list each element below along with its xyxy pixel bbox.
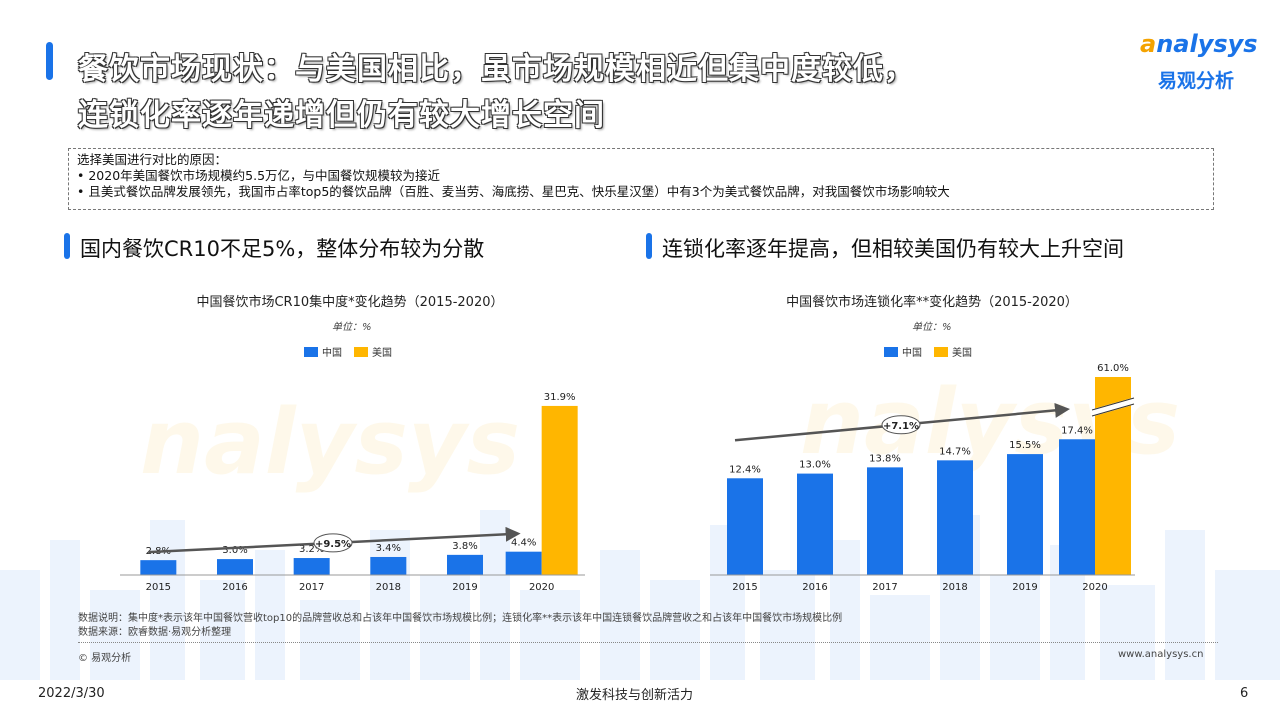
legend-swatch-usa	[354, 346, 368, 357]
data-label: 61.0%	[1097, 363, 1129, 374]
x-tick-label: 2018	[376, 582, 401, 593]
x-tick-label: 2015	[732, 582, 757, 593]
bar-china	[447, 554, 483, 575]
reason-item: • 且美式餐饮品牌发展领先，我国市占率top5的餐饮品牌（百胜、麦当劳、海底捞、…	[77, 184, 950, 199]
section-accent-bar	[64, 233, 70, 259]
data-label: 15.5%	[1009, 440, 1041, 451]
axis-break-line	[1091, 397, 1135, 411]
trend-label: +9.5%	[315, 539, 351, 550]
x-tick-label: 2019	[452, 582, 477, 593]
legend-swatch-china	[884, 346, 898, 357]
section-title-right: 连锁化率逐年提高，但相较美国仍有较大上升空间	[662, 237, 1124, 261]
chart-title-right: 中国餐饮市场连锁化率**变化趋势（2015-2020）	[786, 295, 1078, 310]
data-label: 3.0%	[222, 545, 247, 556]
trend-badge	[881, 415, 921, 435]
reason-box: 选择美国进行对比的原因： • 2020年美国餐饮市场规模约5.5万亿，与中国餐饮…	[68, 148, 1214, 210]
legend-left: 中国 美国	[304, 344, 392, 359]
page-number: 6	[1240, 686, 1249, 701]
data-label: 17.4%	[1061, 425, 1093, 436]
website-link[interactable]: www.analysys.cn	[1118, 649, 1204, 660]
x-tick-label: 2020	[1082, 582, 1107, 593]
trend-badge	[313, 533, 353, 553]
data-label: 3.8%	[452, 541, 477, 552]
bar-china	[140, 560, 177, 575]
bar-china	[370, 556, 407, 575]
data-label: 14.7%	[939, 446, 971, 457]
x-tick-label: 2017	[872, 582, 897, 593]
analysys-logo: analysys	[1140, 30, 1258, 58]
bar-china	[867, 467, 903, 575]
bar-china	[505, 551, 542, 575]
footer-divider	[78, 642, 1218, 643]
x-tick-label: 2015	[146, 582, 171, 593]
page-title-line1: 餐饮市场现状：与美国相比，虽市场规模相近但集中度较低，	[78, 52, 915, 87]
x-tick-label: 2019	[1012, 582, 1037, 593]
legend-swatch-china	[304, 346, 318, 357]
city-skyline-background	[0, 510, 1280, 680]
data-label: 12.4%	[729, 464, 761, 475]
reason-item: • 2020年美国餐饮市场规模约5.5万亿，与中国餐饮规模较为接近	[77, 168, 441, 183]
copyright: © 易观分析	[78, 653, 132, 664]
data-label: 3.4%	[376, 543, 401, 554]
legend-right: 中国 美国	[884, 344, 972, 359]
bar-china	[217, 559, 253, 575]
chart-title-left: 中国餐饮市场CR10集中度*变化趋势（2015-2020）	[196, 295, 504, 310]
x-tick-label: 2018	[942, 582, 967, 593]
analysys-logo-cn: 易观分析	[1158, 70, 1235, 92]
chart-unit-right: 单位：%	[912, 322, 952, 333]
data-label: 31.9%	[544, 392, 576, 403]
data-explanation: 数据说明：集中度*表示该年中国餐饮营收top10的品牌营收总和占该年中国餐饮市场…	[78, 613, 843, 624]
chart-unit-left: 单位：%	[332, 322, 372, 333]
bar-china	[727, 478, 763, 575]
bar-china	[1007, 454, 1043, 575]
axis-break-gap	[1091, 397, 1135, 417]
data-source: 数据来源：欧睿数据·易观分析整理	[78, 627, 232, 638]
section-title-left: 国内餐饮CR10不足5%，整体分布较为分散	[80, 237, 485, 261]
x-tick-label: 2017	[299, 582, 324, 593]
section-accent-bar	[646, 233, 652, 259]
x-tick-label: 2020	[529, 582, 554, 593]
x-tick-label: 2016	[222, 582, 247, 593]
bar-china	[797, 473, 833, 575]
x-tick-label: 2016	[802, 582, 827, 593]
title-accent-bar	[46, 42, 53, 80]
bar-china	[937, 460, 973, 575]
bar-china	[293, 558, 330, 575]
reason-heading: 选择美国进行对比的原因：	[77, 152, 228, 167]
trend-label: +7.1%	[883, 421, 919, 432]
data-label: 13.0%	[799, 460, 831, 471]
page-title-line2: 连锁化率逐年递增但仍有较大增长空间	[78, 98, 605, 133]
data-label: 4.4%	[511, 538, 536, 549]
bar-china	[1059, 439, 1095, 575]
data-label: 3.2%	[299, 544, 324, 555]
chart-cr10: 20152.8%20163.0%20173.2%20183.4%20193.8%…	[120, 392, 585, 593]
data-label: 13.8%	[869, 453, 901, 464]
date: 2022/3/30	[38, 686, 105, 701]
bar-usa	[541, 405, 578, 575]
axis-break-line	[1091, 403, 1135, 417]
legend-swatch-usa	[934, 346, 948, 357]
slogan: 激发科技与创新活力	[576, 688, 694, 703]
chart-chain-rate: 2015 12.4% 2016 13.0% 2017 13.8% 2018 14.7% 2019…	[710, 363, 1135, 593]
